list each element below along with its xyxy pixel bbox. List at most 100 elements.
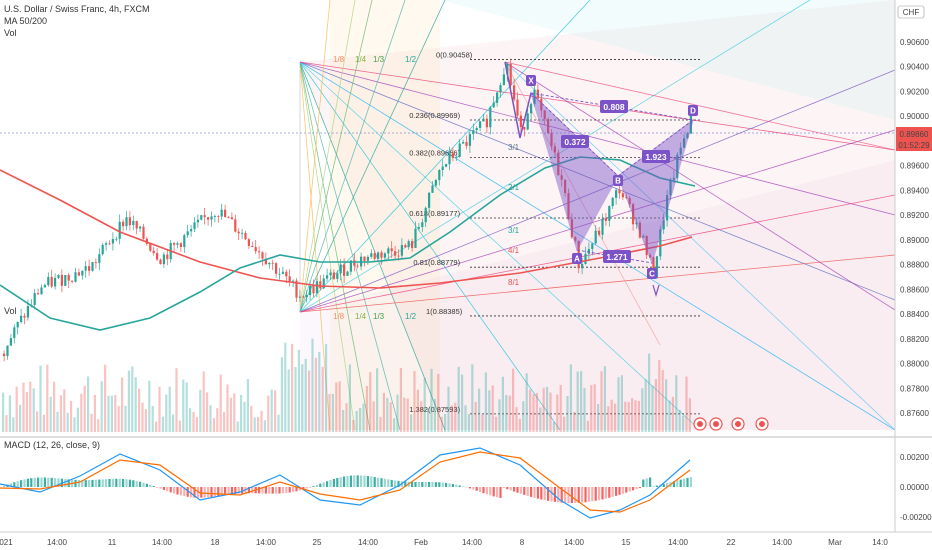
price-axis-tick: 0.89600 (900, 162, 929, 171)
volume-bar (134, 377, 137, 432)
volume-bar (359, 408, 362, 432)
macd-histogram-bar (560, 487, 563, 503)
volume-bar (423, 378, 426, 432)
volume-bar (372, 401, 375, 432)
candle-body (156, 253, 159, 260)
macd-histogram-bar (519, 487, 522, 494)
volume-bar (321, 366, 324, 432)
volume-bar (525, 373, 528, 432)
macd-histogram-bar (445, 482, 448, 487)
volume-bar (447, 386, 450, 432)
time-axis-tick: 14:00 (564, 538, 585, 547)
macd-histogram-bar (513, 487, 516, 492)
gann-fan-line-top (299, 61, 446, 431)
volume-bar (185, 382, 188, 432)
volume-bar (246, 378, 249, 432)
macd-histogram-bar (251, 487, 254, 494)
volume-bar (563, 416, 566, 432)
candle-body (441, 166, 444, 170)
volume-bar (155, 421, 158, 432)
macd-histogram-bar (292, 487, 295, 492)
candle-body (190, 229, 193, 232)
volume-bar (175, 368, 178, 432)
volume-bar (348, 364, 351, 432)
macd-histogram-bar (353, 475, 356, 487)
macd-histogram-bar (594, 487, 597, 501)
macd-histogram-bar (332, 478, 335, 487)
macd-axis-tick: 0.00000 (900, 483, 929, 492)
macd-histogram-bar (322, 482, 325, 487)
candle-body (251, 245, 254, 248)
candle-body (332, 272, 335, 279)
candle-body (570, 219, 573, 238)
macd-histogram-bar (319, 483, 322, 487)
fib-level-label: 1(0.88385) (426, 307, 463, 316)
candle-body (227, 217, 230, 218)
volume-bar (362, 403, 365, 432)
volume-bar (654, 379, 657, 432)
macd-histogram-bar (200, 487, 203, 498)
macd-histogram-bar (224, 487, 227, 496)
candle-body (135, 221, 138, 229)
macd-histogram-bar (451, 483, 454, 487)
macd-histogram-bar (268, 487, 271, 494)
macd-histogram-bar (638, 487, 641, 488)
macd-histogram-bar (9, 483, 12, 487)
volume-bar (240, 394, 243, 432)
volume-bar (100, 381, 103, 432)
price-axis-tick: 0.88000 (900, 360, 929, 369)
time-axis-tick: 8 (520, 538, 525, 547)
candle-body (672, 177, 675, 180)
volume-bar (529, 389, 532, 432)
macd-histogram-bar (632, 487, 635, 491)
volume-bar (444, 413, 447, 432)
macd-histogram-bar (57, 478, 60, 487)
volume-bar (352, 419, 355, 432)
price-axis-tick: 0.90400 (900, 63, 929, 72)
volume-bar (379, 416, 382, 432)
macd-histogram-bar (50, 477, 53, 487)
macd-histogram-bar (438, 482, 441, 487)
time-axis-tick: 14:00 (462, 538, 483, 547)
time-axis-tick: Mar (828, 538, 842, 547)
macd-histogram-bar (111, 478, 114, 487)
macd-histogram-bar (581, 487, 584, 503)
macd-histogram-bar (383, 478, 386, 487)
volume-bar (29, 381, 32, 432)
macd-histogram-bar (339, 477, 342, 487)
candle-body (662, 220, 665, 230)
candle-body (424, 207, 427, 223)
volume-bar (685, 376, 688, 432)
volume-bar (226, 384, 229, 432)
macd-histogram-bar (88, 480, 91, 487)
fib-level-label: 0.618(0.89177) (409, 209, 460, 218)
candle-body (496, 92, 499, 103)
volume-bar (131, 366, 134, 432)
volume-bar (495, 416, 498, 432)
candle-body (587, 248, 590, 254)
macd-histogram-bar (370, 476, 373, 487)
macd-histogram-bar (101, 479, 104, 487)
volume-bar (127, 370, 130, 432)
candle-body (479, 121, 482, 128)
volume-bar (569, 364, 572, 432)
candle-body (669, 179, 672, 196)
symbol-legend: U.S. Dollar / Swiss Franc, 4h, FXCM (4, 4, 150, 14)
macd-histogram-bar (213, 487, 216, 497)
macd-histogram-bar (349, 475, 352, 487)
candle-body (625, 197, 628, 199)
volume-bar (182, 379, 185, 432)
macd-histogram-bar (152, 486, 155, 487)
macd-histogram-bar (145, 483, 148, 487)
volume-bar (566, 396, 569, 432)
volume-bar (464, 405, 467, 432)
candle-body (523, 127, 526, 130)
volume-bar (406, 398, 409, 432)
time-axis-tick: 14:00 (47, 538, 68, 547)
harmonic-point-label: D (690, 107, 696, 116)
volume-bar (114, 394, 117, 432)
volume-bar (678, 409, 681, 432)
volume-bar (437, 373, 440, 432)
